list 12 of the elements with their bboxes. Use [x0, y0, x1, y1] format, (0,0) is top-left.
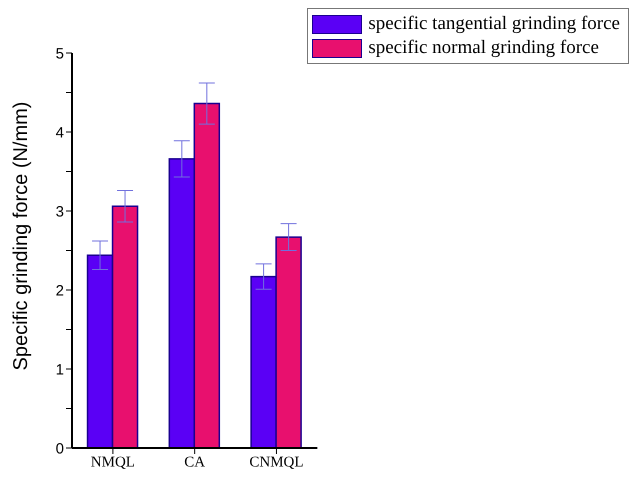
- legend-label: specific normal grinding force: [368, 36, 599, 60]
- x-tick-label: CNMQL: [249, 454, 304, 471]
- legend-label: specific tangential grinding force: [368, 12, 620, 36]
- y-tick-label: 5: [56, 45, 64, 62]
- x-tick-label: NMQL: [90, 454, 135, 471]
- y-tick-label: 3: [56, 203, 64, 220]
- y-tick-label: 2: [56, 282, 64, 300]
- y-tick-label: 4: [56, 124, 64, 142]
- y-tick-label: 0: [56, 440, 64, 458]
- y-axis-title: Specific grinding force (N/mm): [10, 102, 32, 370]
- y-tick-label: 1: [56, 361, 64, 378]
- x-tick-label: CA: [184, 454, 206, 471]
